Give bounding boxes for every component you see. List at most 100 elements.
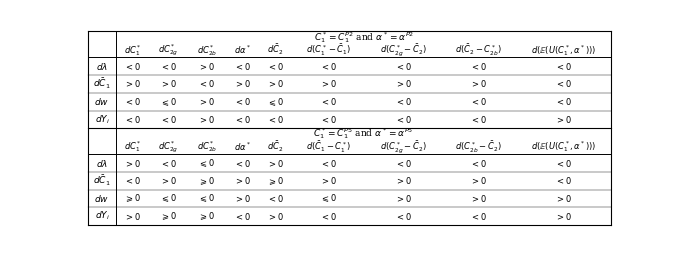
Text: $dC_{2g}^*$: $dC_{2g}^*$ <box>158 42 179 58</box>
Text: $< 0$: $< 0$ <box>555 78 572 89</box>
Text: $\geqslant 0$: $\geqslant 0$ <box>199 210 216 222</box>
Text: $< 0$: $< 0$ <box>555 61 572 72</box>
Text: $> 0$: $> 0$ <box>555 193 572 204</box>
Text: $> 0$: $> 0$ <box>395 175 412 186</box>
Text: $< 0$: $< 0$ <box>555 96 572 107</box>
Text: $\geqslant 0$: $\geqslant 0$ <box>124 193 141 204</box>
Text: $< 0$: $< 0$ <box>199 78 216 89</box>
Text: $> 0$: $> 0$ <box>124 211 141 222</box>
Text: $< 0$: $< 0$ <box>555 175 572 186</box>
Text: $< 0$: $< 0$ <box>555 157 572 169</box>
Text: $< 0$: $< 0$ <box>267 114 284 125</box>
Text: $< 0$: $< 0$ <box>234 157 251 169</box>
Text: $> 0$: $> 0$ <box>555 114 572 125</box>
Text: $> 0$: $> 0$ <box>320 78 337 89</box>
Text: $d(C_1^* - \bar{C}_1)$: $d(C_1^* - \bar{C}_1)$ <box>306 42 352 58</box>
Text: $< 0$: $< 0$ <box>124 114 141 125</box>
Text: $< 0$: $< 0$ <box>471 157 488 169</box>
Text: $> 0$: $> 0$ <box>267 157 284 169</box>
Text: $d\alpha^*$: $d\alpha^*$ <box>234 44 251 56</box>
Text: $> 0$: $> 0$ <box>320 175 337 186</box>
Text: $< 0$: $< 0$ <box>471 96 488 107</box>
Text: $d(\bar{C}_1 - C_1^*)$: $d(\bar{C}_1 - C_1^*)$ <box>306 139 352 155</box>
Text: $> 0$: $> 0$ <box>160 78 177 89</box>
Text: $C_1^* = C_1^{P2}$ and $\alpha^* = \alpha^{P2}$: $C_1^* = C_1^{P2}$ and $\alpha^* = \alph… <box>313 30 414 45</box>
Text: $dC_1^*$: $dC_1^*$ <box>124 43 141 58</box>
Text: $d\bar{C}_2$: $d\bar{C}_2$ <box>267 140 284 154</box>
Text: $\leqslant 0$: $\leqslant 0$ <box>199 193 216 204</box>
Text: $d(\bar{C}_2 - C_{2b}^*)$: $d(\bar{C}_2 - C_{2b}^*)$ <box>456 42 503 58</box>
Text: $d(C_{2b}^* - \bar{C}_2)$: $d(C_{2b}^* - \bar{C}_2)$ <box>456 139 503 155</box>
Text: $< 0$: $< 0$ <box>160 114 177 125</box>
Text: $< 0$: $< 0$ <box>160 61 177 72</box>
Text: $< 0$: $< 0$ <box>320 61 337 72</box>
Text: $dY_i$: $dY_i$ <box>95 210 109 223</box>
Text: $dw$: $dw$ <box>95 193 109 204</box>
Text: $< 0$: $< 0$ <box>471 211 488 222</box>
Text: $< 0$: $< 0$ <box>124 61 141 72</box>
Text: $< 0$: $< 0$ <box>395 61 412 72</box>
Text: $< 0$: $< 0$ <box>124 175 141 186</box>
Text: $> 0$: $> 0$ <box>395 78 412 89</box>
Text: $> 0$: $> 0$ <box>234 175 251 186</box>
Text: $> 0$: $> 0$ <box>471 175 488 186</box>
Text: $\leqslant 0$: $\leqslant 0$ <box>320 193 337 204</box>
Text: $d\lambda$: $d\lambda$ <box>96 61 108 72</box>
Text: $\leqslant 0$: $\leqslant 0$ <box>267 96 284 108</box>
Text: $< 0$: $< 0$ <box>320 96 337 107</box>
Text: $< 0$: $< 0$ <box>234 96 251 107</box>
Text: $d\alpha^*$: $d\alpha^*$ <box>234 141 251 153</box>
Text: $< 0$: $< 0$ <box>234 114 251 125</box>
Text: $d(C_{2g}^* - \bar{C}_2)$: $d(C_{2g}^* - \bar{C}_2)$ <box>380 139 427 155</box>
Text: $< 0$: $< 0$ <box>234 61 251 72</box>
Text: $< 0$: $< 0$ <box>267 61 284 72</box>
Text: $> 0$: $> 0$ <box>234 193 251 204</box>
Text: $> 0$: $> 0$ <box>199 96 216 107</box>
Text: $< 0$: $< 0$ <box>124 96 141 107</box>
Text: $> 0$: $> 0$ <box>234 78 251 89</box>
Text: $d(C_{2g}^* - \bar{C}_2)$: $d(C_{2g}^* - \bar{C}_2)$ <box>380 42 427 58</box>
Text: $< 0$: $< 0$ <box>320 157 337 169</box>
Text: $> 0$: $> 0$ <box>124 78 141 89</box>
Text: $\leqslant 0$: $\leqslant 0$ <box>199 157 216 169</box>
Text: $dC_{2b}^*$: $dC_{2b}^*$ <box>197 43 217 58</box>
Text: $C_1^* = C_1^{P5}$ and $\alpha^* = \alpha^{P5}$: $C_1^* = C_1^{P5}$ and $\alpha^* = \alph… <box>313 126 414 141</box>
Text: $d\bar{C}_2$: $d\bar{C}_2$ <box>267 43 284 57</box>
Text: $> 0$: $> 0$ <box>124 157 141 169</box>
Text: $< 0$: $< 0$ <box>471 114 488 125</box>
Text: $\leqslant 0$: $\leqslant 0$ <box>160 193 177 204</box>
Text: $< 0$: $< 0$ <box>267 193 284 204</box>
Text: $> 0$: $> 0$ <box>267 211 284 222</box>
Text: $< 0$: $< 0$ <box>395 114 412 125</box>
Text: $< 0$: $< 0$ <box>160 157 177 169</box>
Text: $< 0$: $< 0$ <box>320 114 337 125</box>
Text: $dC_1^*$: $dC_1^*$ <box>124 139 141 154</box>
Text: $dY_i$: $dY_i$ <box>95 113 109 126</box>
Text: $\geqslant 0$: $\geqslant 0$ <box>267 175 284 187</box>
Text: $d\bar{C}_1$: $d\bar{C}_1$ <box>93 173 111 188</box>
Text: $d\lambda$: $d\lambda$ <box>96 157 108 169</box>
Text: $< 0$: $< 0$ <box>395 211 412 222</box>
Text: $\geqslant 0$: $\geqslant 0$ <box>199 175 216 187</box>
Text: $dC_{2b}^*$: $dC_{2b}^*$ <box>197 139 217 154</box>
Text: $> 0$: $> 0$ <box>471 193 488 204</box>
Text: $dC_{2g}^*$: $dC_{2g}^*$ <box>158 139 179 155</box>
Text: $< 0$: $< 0$ <box>234 211 251 222</box>
Text: $d(\mathbb{E}(U(C_1^*, \alpha^*)))$: $d(\mathbb{E}(U(C_1^*, \alpha^*)))$ <box>531 43 596 58</box>
Text: $> 0$: $> 0$ <box>471 78 488 89</box>
Text: $> 0$: $> 0$ <box>267 78 284 89</box>
Text: $< 0$: $< 0$ <box>395 96 412 107</box>
Text: $< 0$: $< 0$ <box>471 61 488 72</box>
Text: $dw$: $dw$ <box>95 96 109 107</box>
Text: $d(\mathbb{E}(U(C_1^*, \alpha^*)))$: $d(\mathbb{E}(U(C_1^*, \alpha^*)))$ <box>531 139 596 154</box>
Text: $\leqslant 0$: $\leqslant 0$ <box>160 96 177 108</box>
Text: $> 0$: $> 0$ <box>555 211 572 222</box>
Text: $< 0$: $< 0$ <box>395 157 412 169</box>
Text: $< 0$: $< 0$ <box>320 211 337 222</box>
Text: $d\bar{C}_1$: $d\bar{C}_1$ <box>93 77 111 91</box>
Text: $> 0$: $> 0$ <box>160 175 177 186</box>
Text: $> 0$: $> 0$ <box>199 61 216 72</box>
Text: $\geqslant 0$: $\geqslant 0$ <box>160 210 177 222</box>
Text: $> 0$: $> 0$ <box>395 193 412 204</box>
Text: $> 0$: $> 0$ <box>199 114 216 125</box>
